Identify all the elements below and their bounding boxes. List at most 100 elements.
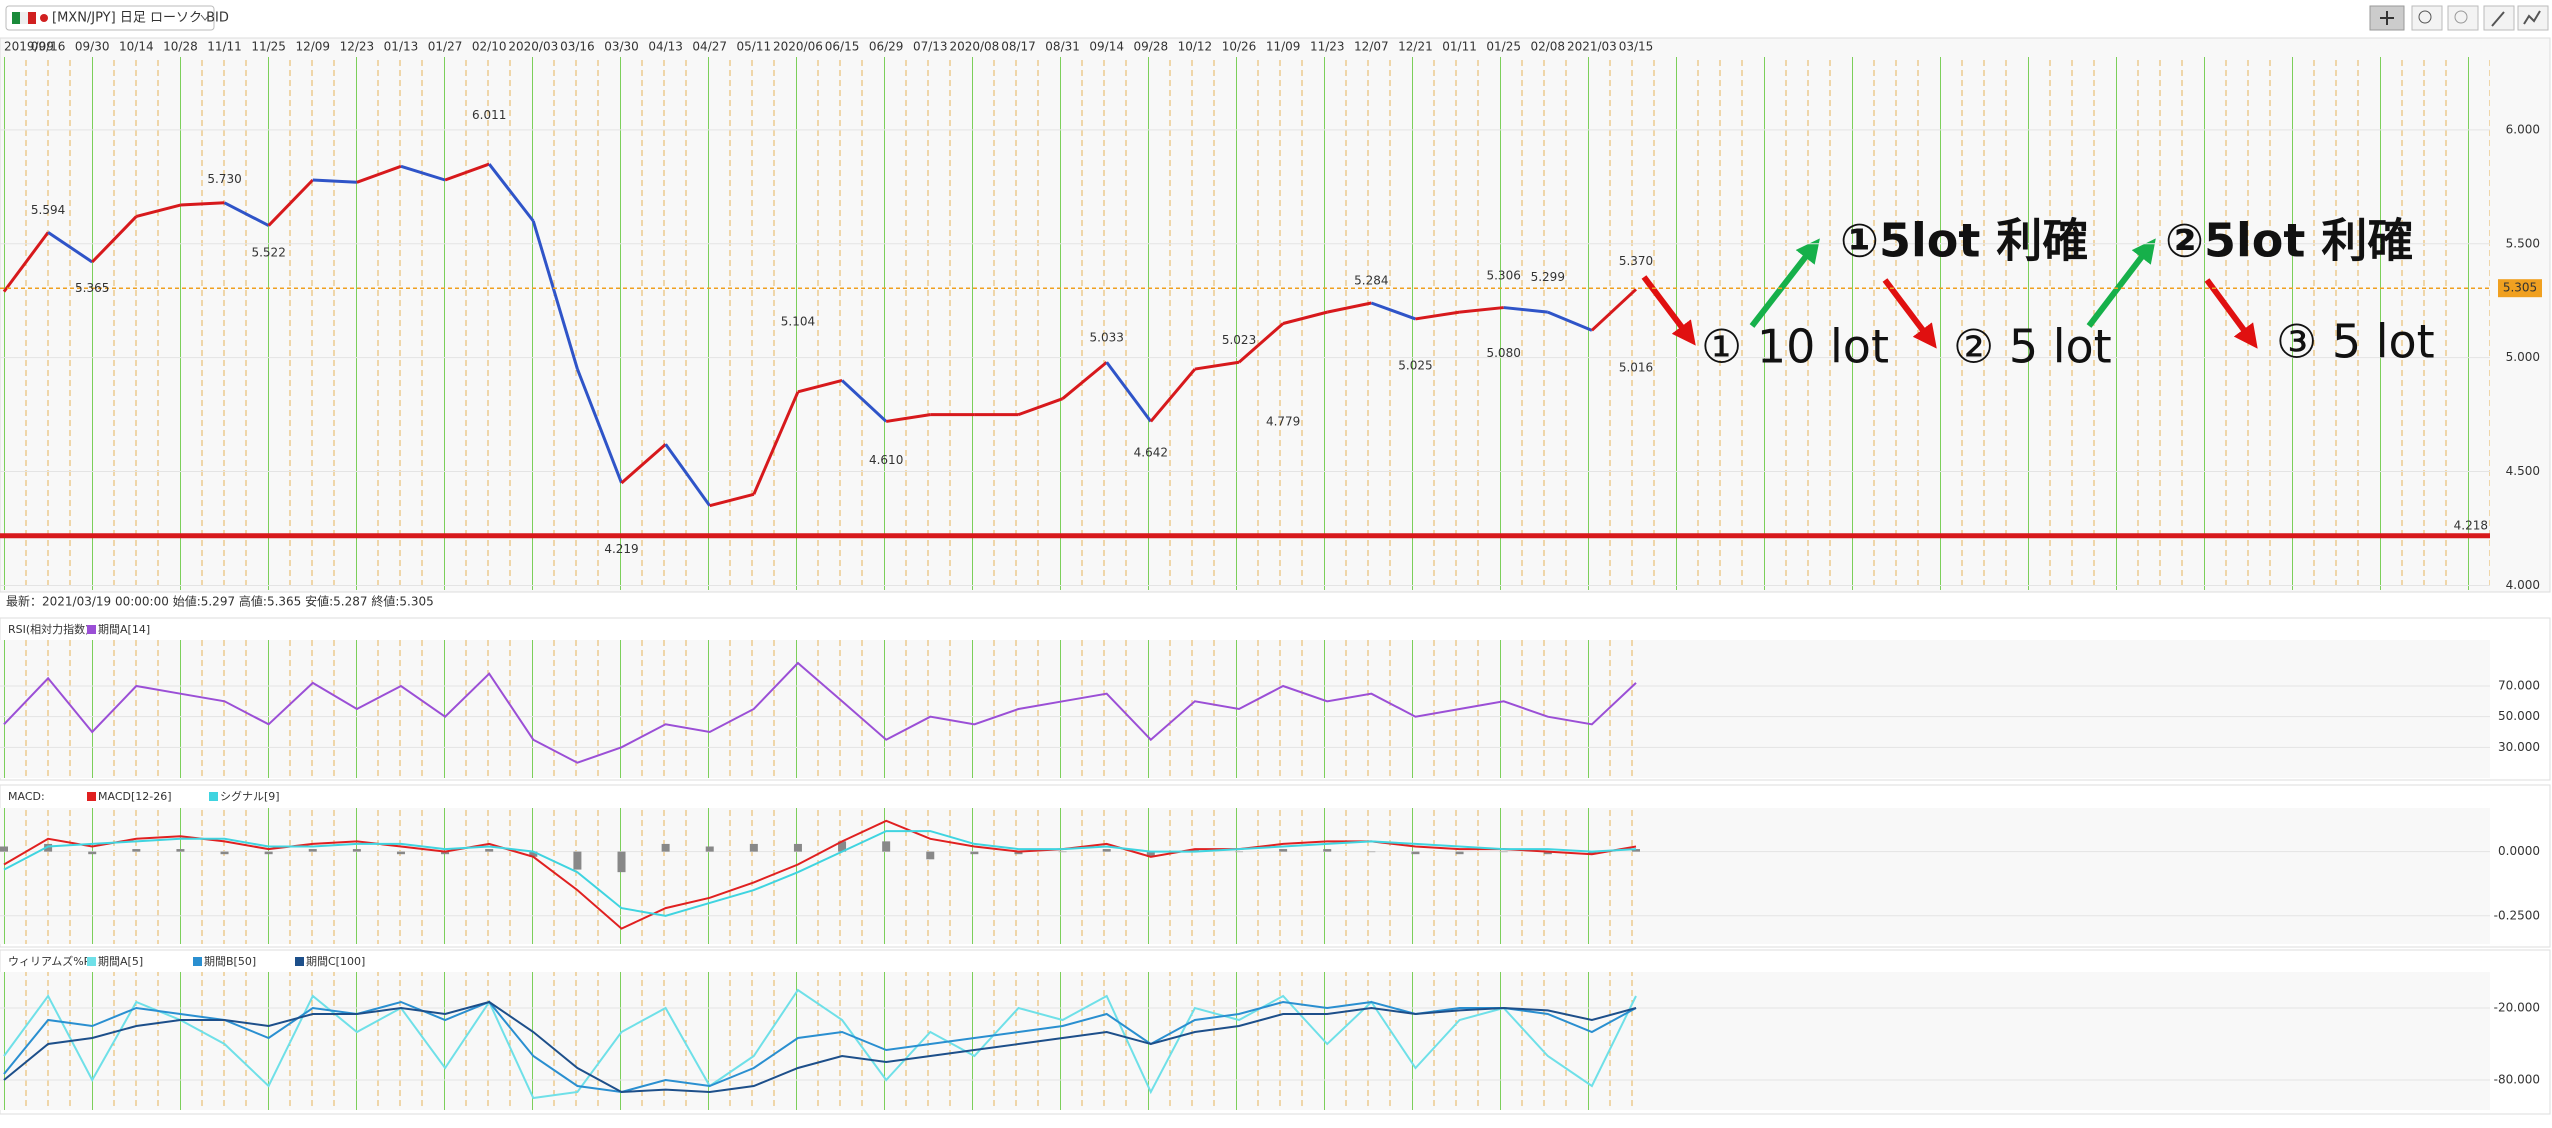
x-tick-label: 09/14 bbox=[1089, 40, 1124, 54]
x-tick-label: 05/11 bbox=[737, 40, 772, 54]
series-line bbox=[3, 1000, 1637, 1094]
histogram-bar bbox=[1367, 851, 1376, 853]
price-segment bbox=[1503, 306, 1548, 314]
x-tick-label: 10/14 bbox=[119, 40, 154, 54]
histogram-bar bbox=[1499, 851, 1508, 853]
vertical-grid bbox=[0, 808, 1640, 944]
price-segment bbox=[356, 164, 402, 184]
strategy-note: ③ 5 lot bbox=[2276, 315, 2435, 369]
histogram-bar bbox=[573, 851, 582, 870]
price-segment bbox=[1061, 361, 1108, 400]
x-tick-label: 01/25 bbox=[1486, 40, 1521, 54]
histogram-bar bbox=[1279, 849, 1288, 852]
histogram-bar bbox=[308, 849, 317, 852]
flag bbox=[40, 14, 48, 22]
extreme-label: 5.033 bbox=[1090, 331, 1124, 345]
strategy-note: ②5lot 利確 bbox=[2165, 214, 2413, 268]
price-segment bbox=[1149, 368, 1197, 423]
y-tick-label: -80.000 bbox=[2494, 1073, 2540, 1087]
zoom-icon bbox=[2418, 10, 2432, 24]
symbol-selector[interactable] bbox=[5, 5, 215, 31]
extreme-label: 5.594 bbox=[31, 203, 65, 217]
arrow bbox=[2086, 238, 2156, 328]
x-tick-label: 2020/06 bbox=[773, 40, 823, 54]
histogram-bar bbox=[1455, 851, 1464, 855]
extreme-label: 4.642 bbox=[1134, 446, 1168, 460]
price-segment bbox=[223, 201, 270, 227]
histogram-bar bbox=[132, 849, 141, 852]
x-tick-label: 03/15 bbox=[1619, 40, 1654, 54]
x-tick-label: 10/12 bbox=[1178, 40, 1213, 54]
price-segment bbox=[444, 162, 490, 182]
legend-label: 期間A[5] bbox=[98, 955, 143, 968]
zoom-in-button[interactable] bbox=[2411, 5, 2443, 31]
x-tick-label: 08/31 bbox=[1045, 40, 1080, 54]
x-tick-label: 04/27 bbox=[692, 40, 727, 54]
price-segment bbox=[1590, 288, 1638, 332]
extreme-label: 4.610 bbox=[869, 453, 903, 467]
extreme-label: 5.016 bbox=[1619, 361, 1653, 375]
toolbar bbox=[0, 0, 2552, 34]
x-tick-label: 11/25 bbox=[251, 40, 286, 54]
extreme-label: 6.011 bbox=[472, 108, 506, 122]
price-segment bbox=[488, 163, 535, 222]
price-segment bbox=[180, 201, 225, 207]
x-tick-label: 10/26 bbox=[1222, 40, 1257, 54]
price-segment bbox=[1370, 301, 1416, 321]
extreme-label: 5.730 bbox=[207, 172, 241, 186]
info-line: 最新：2021/03/19 00:00:00 始値:5.297 高値:5.365… bbox=[6, 594, 434, 609]
y-tick-label: 70.000 bbox=[2498, 679, 2540, 693]
x-tick-label: 2019/09 bbox=[4, 40, 54, 54]
crosshair-icon bbox=[2380, 11, 2394, 25]
extreme-label: 5.284 bbox=[1354, 273, 1388, 287]
extreme-label: 5.104 bbox=[781, 314, 815, 328]
x-tick-label: 12/21 bbox=[1398, 40, 1433, 54]
panel-title: MACD: bbox=[8, 790, 45, 803]
x-tick-label: 11/09 bbox=[1266, 40, 1301, 54]
legend-swatch bbox=[193, 957, 202, 966]
legend-label: シグナル[9] bbox=[220, 789, 280, 803]
x-tick-label: 12/23 bbox=[340, 40, 375, 54]
series-line bbox=[3, 661, 1637, 764]
series-line bbox=[3, 1000, 1637, 1094]
histogram-bar bbox=[705, 846, 714, 852]
histogram-bar bbox=[396, 851, 405, 855]
histogram-bar bbox=[220, 851, 229, 855]
extreme-label: 5.023 bbox=[1222, 333, 1256, 347]
current-price-label: 5.305 bbox=[2503, 281, 2537, 295]
y-tick-label: 0.0000 bbox=[2498, 844, 2540, 858]
y-tick-label: 5.000 bbox=[2506, 350, 2540, 364]
histogram-bar bbox=[1411, 851, 1420, 855]
histogram-bar bbox=[882, 841, 891, 852]
indicator-button[interactable] bbox=[2517, 5, 2549, 31]
zoom-out-button[interactable] bbox=[2447, 5, 2479, 31]
histogram-bar bbox=[352, 849, 361, 852]
histogram-bar bbox=[661, 843, 670, 852]
histogram-bar bbox=[88, 851, 97, 855]
histogram-bar bbox=[485, 849, 494, 852]
legend-label: 期間B[50] bbox=[204, 955, 256, 968]
price-segment bbox=[1459, 306, 1504, 314]
series-line bbox=[3, 830, 1637, 917]
zoom-icon bbox=[2454, 10, 2468, 24]
price-segment bbox=[752, 391, 800, 495]
histogram-bar bbox=[1014, 851, 1023, 855]
x-tick-label: 09/30 bbox=[75, 40, 110, 54]
strategy-note: ① 10 lot bbox=[1701, 320, 1889, 374]
flag bbox=[28, 12, 36, 24]
extreme-label: 5.025 bbox=[1398, 358, 1432, 372]
x-tick-label: 01/11 bbox=[1442, 40, 1477, 54]
histogram-bar bbox=[1543, 851, 1552, 855]
pencil-icon bbox=[2491, 11, 2505, 27]
price-segment bbox=[1238, 322, 1285, 364]
legend-swatch bbox=[87, 957, 96, 966]
price-segment bbox=[1326, 301, 1372, 314]
histogram-bar bbox=[1102, 849, 1111, 852]
price-segment bbox=[620, 443, 667, 485]
support-label: 4.218 bbox=[2454, 518, 2488, 532]
histogram-bar bbox=[1632, 849, 1640, 852]
x-tick-label: 02/08 bbox=[1530, 40, 1565, 54]
histogram-bar bbox=[926, 851, 935, 860]
